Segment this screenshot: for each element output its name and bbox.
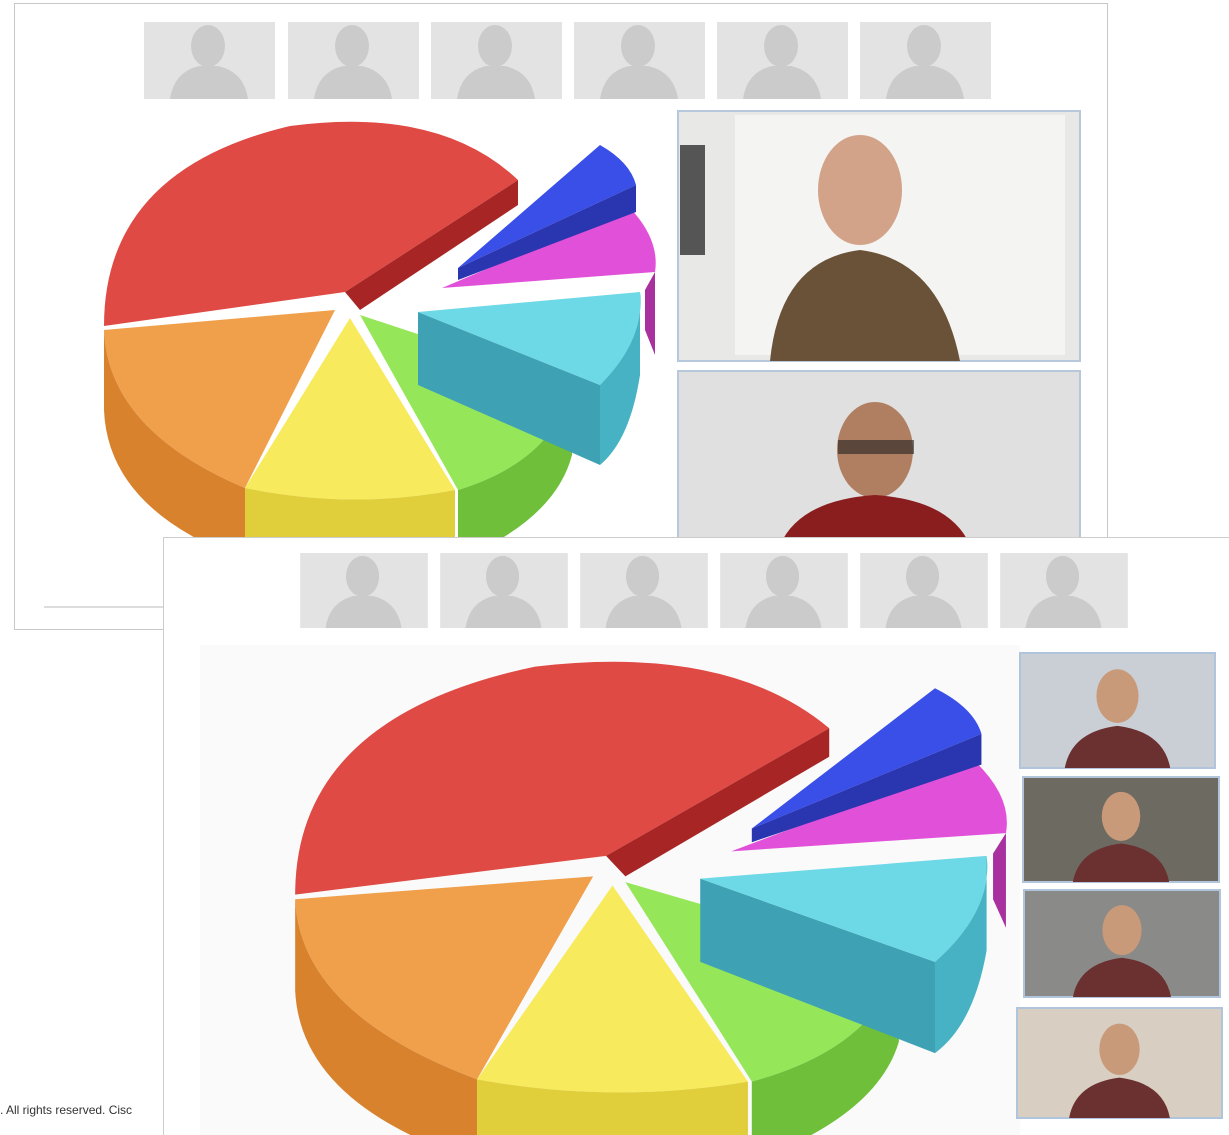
footer-text: . All rights reserved. Cisc — [0, 1103, 132, 1117]
screenshot: . All rights reserved. Cisc — [0, 0, 1229, 1135]
page: {"footer": {"text": ". All rights reserv… — [0, 0, 1229, 1135]
video-tile — [678, 111, 1080, 361]
video-tile — [678, 371, 1080, 545]
